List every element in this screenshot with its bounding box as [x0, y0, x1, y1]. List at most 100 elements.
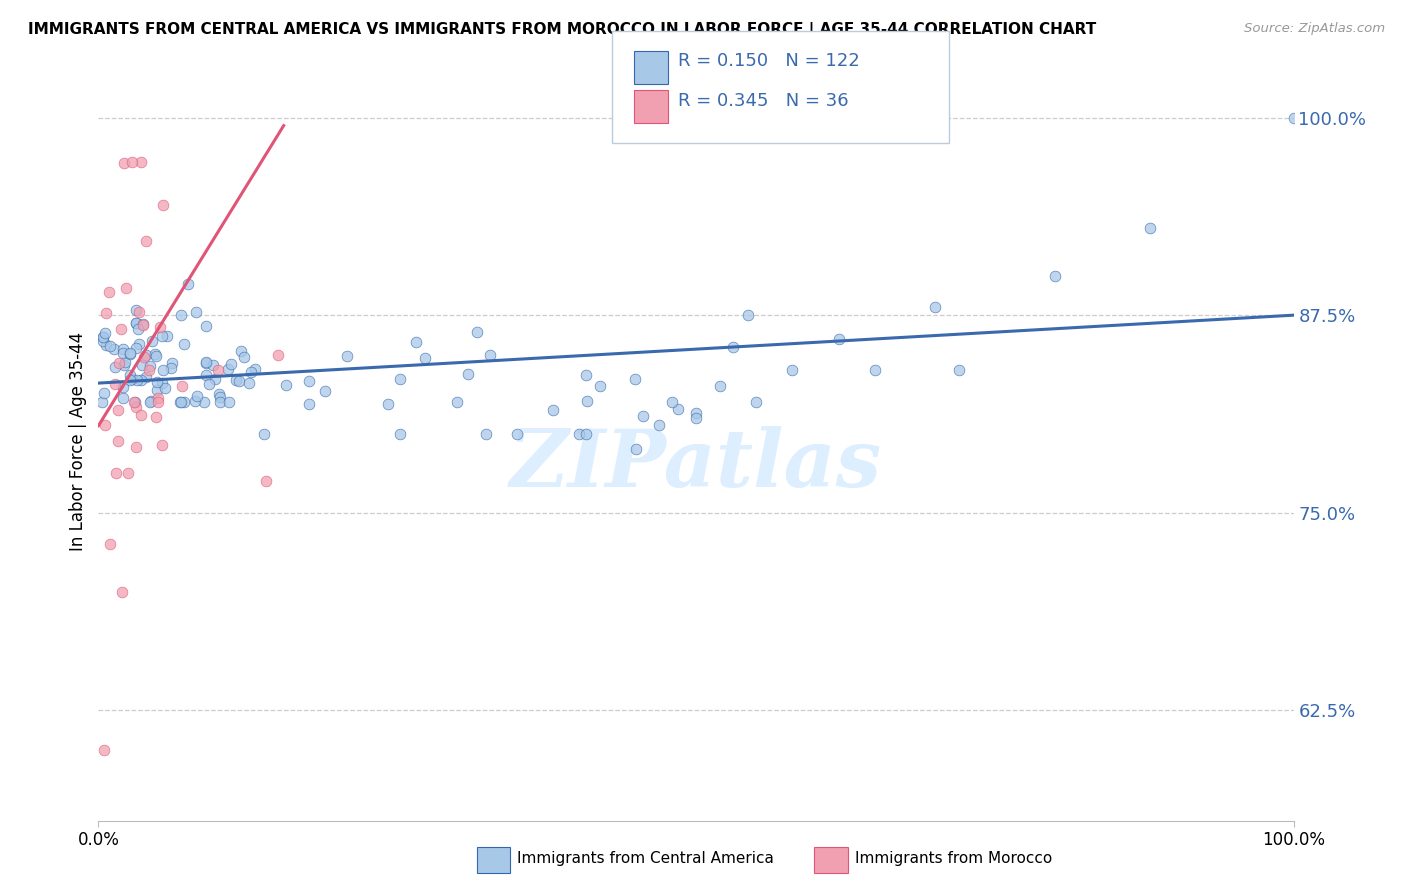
Text: R = 0.345   N = 36: R = 0.345 N = 36	[678, 92, 848, 110]
Point	[648, 418, 671, 433]
Point	[173, 395, 195, 409]
Point	[127, 322, 149, 336]
Point	[156, 329, 179, 343]
Point	[93, 330, 115, 344]
Point	[98, 338, 121, 352]
Point	[276, 378, 298, 392]
Point	[685, 410, 707, 425]
Point	[184, 393, 207, 408]
Point	[111, 584, 134, 599]
Point	[150, 376, 173, 391]
Point	[195, 355, 218, 369]
Point	[661, 395, 683, 409]
Point	[576, 393, 599, 408]
Point	[104, 376, 127, 391]
Text: Immigrants from Morocco: Immigrants from Morocco	[855, 851, 1052, 865]
Point	[457, 367, 479, 381]
Point	[865, 363, 887, 377]
Point	[152, 198, 174, 212]
Point	[723, 340, 745, 354]
Point	[135, 369, 157, 384]
Point	[152, 363, 174, 377]
Point	[115, 280, 138, 294]
Point	[112, 156, 135, 170]
Point	[121, 372, 143, 386]
Point	[125, 373, 148, 387]
Point	[745, 395, 768, 409]
Point	[128, 304, 150, 318]
Point	[575, 368, 598, 383]
Point	[253, 426, 276, 441]
Point	[336, 349, 359, 363]
Point	[135, 348, 157, 362]
Point	[131, 359, 153, 373]
Point	[96, 306, 118, 320]
Point	[298, 374, 321, 388]
Point	[177, 277, 200, 291]
Point	[141, 334, 163, 348]
Point	[108, 356, 131, 370]
Point	[709, 379, 731, 393]
Point	[149, 319, 172, 334]
Point	[208, 395, 231, 409]
Point	[780, 363, 803, 377]
Text: Source: ZipAtlas.com: Source: ZipAtlas.com	[1244, 22, 1385, 36]
Point	[1139, 221, 1161, 235]
Point	[314, 384, 336, 398]
Text: Immigrants from Central America: Immigrants from Central America	[517, 851, 775, 865]
Point	[94, 338, 117, 352]
Point	[145, 349, 167, 363]
Point	[169, 395, 191, 409]
Point	[146, 383, 169, 397]
Point	[219, 357, 242, 371]
Point	[170, 395, 193, 409]
Point	[93, 334, 115, 348]
Point	[377, 397, 399, 411]
Point	[405, 334, 427, 349]
Point	[568, 426, 591, 441]
Point	[626, 442, 648, 457]
Point	[208, 387, 231, 401]
Point	[118, 346, 141, 360]
Point	[131, 408, 153, 422]
Point	[575, 426, 598, 441]
Point	[298, 397, 321, 411]
Point	[217, 362, 239, 376]
Point	[948, 363, 970, 377]
Point	[160, 356, 183, 370]
Point	[159, 360, 181, 375]
Point	[125, 316, 148, 330]
Point	[94, 417, 117, 432]
Point	[112, 391, 135, 405]
Point	[148, 395, 170, 409]
Point	[118, 347, 141, 361]
Point	[107, 434, 129, 448]
Point	[134, 350, 156, 364]
Point	[475, 426, 498, 441]
Point	[446, 395, 468, 409]
Point	[204, 372, 226, 386]
Point	[228, 374, 250, 388]
Point	[195, 368, 218, 382]
Point	[208, 390, 231, 404]
Point	[146, 375, 169, 389]
Point	[146, 392, 169, 406]
Point	[93, 742, 115, 756]
Point	[93, 385, 115, 400]
Point	[172, 379, 194, 393]
Point	[186, 305, 208, 319]
Point	[94, 326, 117, 341]
Point	[132, 318, 155, 333]
Point	[129, 155, 152, 169]
Point	[229, 344, 252, 359]
Point	[120, 368, 142, 382]
Point	[107, 403, 129, 417]
Point	[207, 363, 229, 377]
Point	[139, 395, 162, 409]
Point	[254, 474, 277, 488]
Point	[225, 373, 247, 387]
Point	[124, 395, 146, 409]
Point	[98, 537, 122, 551]
Point	[238, 376, 260, 391]
Point	[924, 300, 946, 314]
